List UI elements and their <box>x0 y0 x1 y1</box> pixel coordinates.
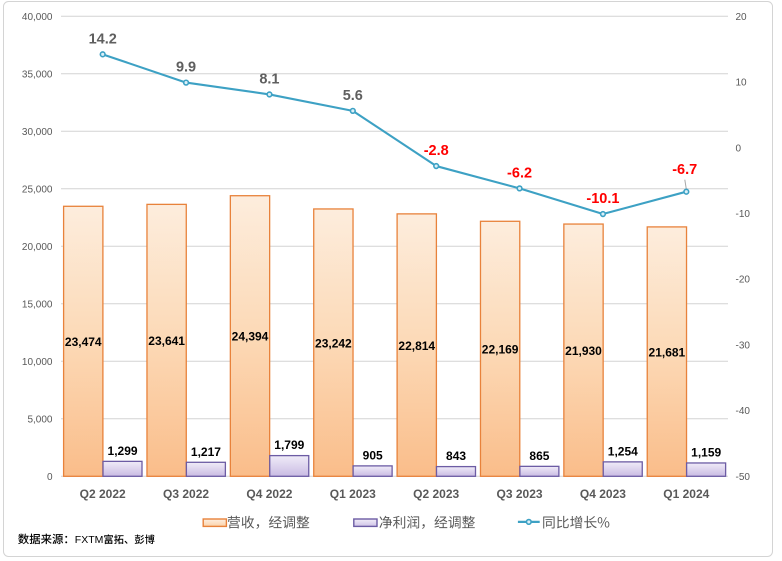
svg-text:FXTM: FXTM <box>75 534 104 546</box>
svg-text:23,641: 23,641 <box>148 334 185 348</box>
svg-text:40,000: 40,000 <box>22 12 53 23</box>
svg-text:5.6: 5.6 <box>343 88 363 104</box>
svg-text:1,217: 1,217 <box>191 445 221 459</box>
svg-text:1,159: 1,159 <box>691 445 721 459</box>
svg-text:Q4 2022: Q4 2022 <box>246 487 292 501</box>
svg-text:10,000: 10,000 <box>22 357 53 368</box>
svg-text:-10.1: -10.1 <box>586 191 619 207</box>
svg-text:5,000: 5,000 <box>27 414 52 425</box>
svg-text:843: 843 <box>446 449 466 463</box>
svg-text:22,814: 22,814 <box>398 339 435 353</box>
svg-text:1,299: 1,299 <box>108 444 138 458</box>
svg-text:-6.7: -6.7 <box>672 162 697 178</box>
svg-text:Q3 2023: Q3 2023 <box>497 487 543 501</box>
svg-text:Q3 2022: Q3 2022 <box>163 487 209 501</box>
svg-text:-10: -10 <box>736 209 751 220</box>
svg-text:22,169: 22,169 <box>482 343 519 357</box>
svg-text:0: 0 <box>47 472 53 483</box>
svg-text:Q1 2023: Q1 2023 <box>330 487 376 501</box>
svg-text:Q1 2024: Q1 2024 <box>663 487 709 501</box>
svg-text:21,930: 21,930 <box>565 344 602 358</box>
svg-text:35,000: 35,000 <box>22 69 53 80</box>
svg-text:Q2 2023: Q2 2023 <box>413 487 459 501</box>
svg-text:9.9: 9.9 <box>176 60 196 76</box>
svg-text:-40: -40 <box>736 406 751 417</box>
svg-text:8.1: 8.1 <box>259 71 279 87</box>
svg-text:21,681: 21,681 <box>649 345 686 359</box>
svg-text:1,254: 1,254 <box>608 444 638 458</box>
svg-text:30,000: 30,000 <box>22 127 53 138</box>
svg-text:20: 20 <box>736 12 748 23</box>
svg-text:15,000: 15,000 <box>22 299 53 310</box>
svg-text:10: 10 <box>736 78 748 89</box>
svg-text:-30: -30 <box>736 340 751 351</box>
svg-text:-2.8: -2.8 <box>424 143 449 159</box>
svg-text:Q4 2023: Q4 2023 <box>580 487 626 501</box>
svg-text:865: 865 <box>529 449 549 463</box>
svg-text:1,799: 1,799 <box>274 438 304 452</box>
svg-text:-6.2: -6.2 <box>507 165 532 181</box>
svg-text:-50: -50 <box>736 472 751 483</box>
svg-text:14.2: 14.2 <box>89 31 117 47</box>
svg-text:Q2 2022: Q2 2022 <box>80 487 126 501</box>
svg-text:20,000: 20,000 <box>22 242 53 253</box>
svg-text:0: 0 <box>736 143 742 154</box>
svg-text:905: 905 <box>363 448 383 462</box>
svg-text:23,242: 23,242 <box>315 336 352 350</box>
svg-text:-20: -20 <box>736 275 751 286</box>
svg-text:23,474: 23,474 <box>65 335 102 349</box>
svg-text:24,394: 24,394 <box>232 330 269 344</box>
svg-text:25,000: 25,000 <box>22 184 53 195</box>
